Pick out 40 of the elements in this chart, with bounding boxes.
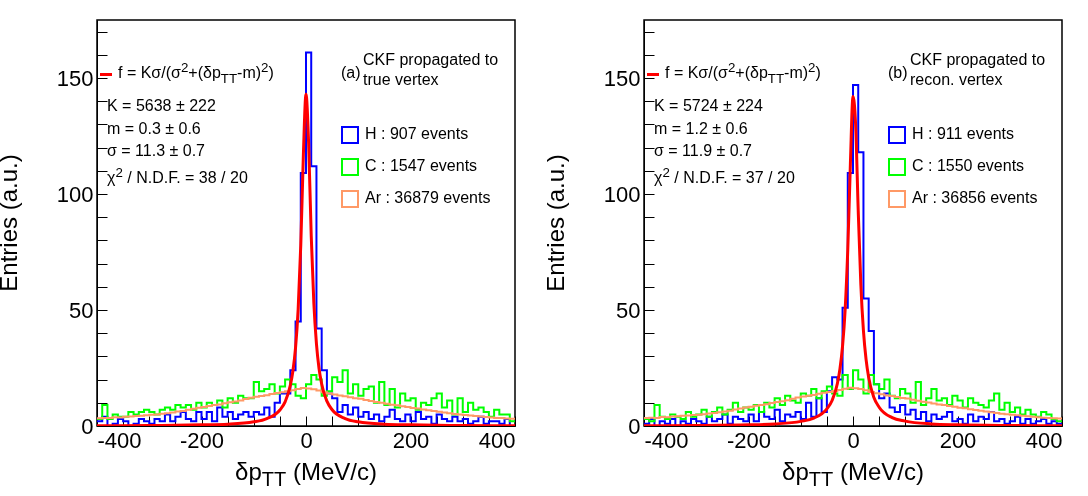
y-axis-title: Entries (a.u.) [542, 154, 570, 292]
annotation: (a) [341, 63, 361, 83]
annotation: σ = 11.9 ± 0.7 [654, 141, 752, 161]
x-tick-label: 200 [939, 427, 977, 453]
y-axis-title: Entries (a.u.) [0, 154, 23, 292]
x-tick-label: 400 [478, 427, 516, 453]
x-tick-label: -200 [726, 427, 772, 453]
annotation: χ$^{2}$ / N.D.F. = 38 / 20 [107, 164, 248, 189]
x-tick-label: 0 [300, 427, 313, 453]
x-axis-title: δp$_{TT}$ (MeV/c) [234, 458, 378, 492]
annotation: CKF propagated to true vertex [363, 50, 500, 90]
legend-label: H : 907 events [364, 124, 469, 144]
x-tick-label: 200 [392, 427, 430, 453]
y-tick-label: 150 [603, 65, 641, 91]
x-tick-label: 400 [1025, 427, 1063, 453]
x-tick-label: 0 [847, 427, 860, 453]
annotation: m = 0.3 ± 0.6 [107, 119, 201, 139]
x-axis-title: δp$_{TT}$ (MeV/c) [781, 458, 925, 492]
legend-label: C : 1550 events [911, 156, 1025, 176]
x-tick-label: -200 [179, 427, 225, 453]
legend-label: C : 1547 events [364, 156, 478, 176]
legend-label: Ar : 36856 events [911, 188, 1038, 208]
y-tick-label: 100 [56, 181, 94, 207]
x-tick-label: -400 [97, 427, 142, 453]
legend-label: f = Kσ/(σ$^{2}$+(δp$_{TT}$-m)$^{2}$) [117, 59, 274, 88]
annotation: σ = 11.3 ± 0.7 [107, 141, 205, 161]
annotation: χ$^{2}$ / N.D.F. = 37 / 20 [654, 164, 795, 189]
y-tick-label: 150 [56, 65, 94, 91]
legend-label: Ar : 36879 events [364, 188, 491, 208]
legend-label: H : 911 events [911, 124, 1014, 144]
y-tick-label: 100 [603, 181, 641, 207]
x-tick-label: -400 [644, 427, 689, 453]
annotation: (b) [888, 63, 908, 83]
annotation: m = 1.2 ± 0.6 [654, 119, 748, 139]
y-tick-label: 50 [69, 297, 94, 323]
annotation: K = 5638 ± 222 [107, 96, 216, 116]
annotation: K = 5724 ± 224 [654, 96, 763, 116]
annotation: CKF propagated to recon. vertex [910, 50, 1047, 90]
y-tick-label: 50 [616, 297, 641, 323]
legend-label: f = Kσ/(σ$^{2}$+(δp$_{TT}$-m)$^{2}$) [664, 59, 821, 88]
